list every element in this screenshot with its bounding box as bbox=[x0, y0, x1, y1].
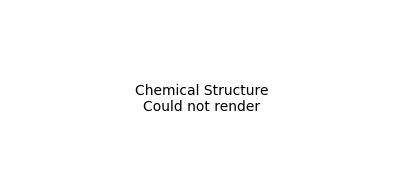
Text: Chemical Structure
Could not render: Chemical Structure Could not render bbox=[135, 84, 269, 114]
